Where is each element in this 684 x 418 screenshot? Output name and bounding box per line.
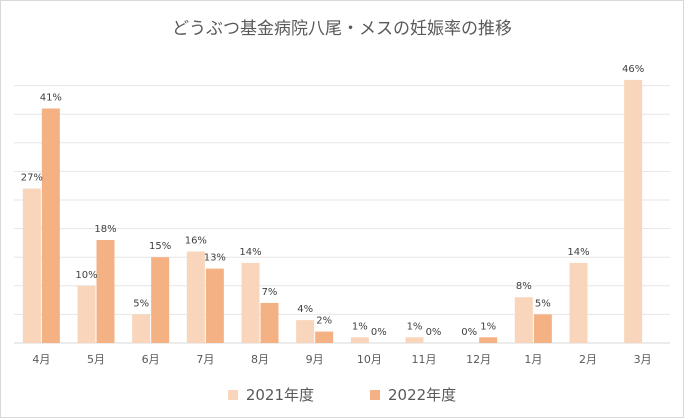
chart-title: どうぶつ基金病院八尾・メスの妊娠率の推移 — [172, 19, 512, 39]
data-label-2021年度-6月: 5% — [133, 298, 149, 309]
data-label-2021年度-11月: 1% — [407, 321, 423, 332]
bar-2021年度-4月 — [22, 188, 41, 343]
bar-2021年度-7月 — [186, 251, 205, 343]
data-label-2022年度-7月: 13% — [204, 253, 226, 264]
x-tick-label: 1月 — [524, 353, 542, 366]
bar-2022年度-6月 — [151, 257, 170, 343]
x-tick-label: 9月 — [306, 353, 324, 366]
x-tick-label: 5月 — [87, 353, 105, 366]
bar-2021年度-8月 — [241, 262, 260, 343]
bar-2022年度-5月 — [96, 240, 115, 343]
data-label-2022年度-11月: 0% — [426, 327, 442, 338]
bar-2022年度-7月 — [205, 268, 224, 343]
bar-2021年度-11月 — [405, 337, 424, 343]
x-tick-label: 10月 — [357, 353, 382, 366]
bar-2021年度-1月 — [514, 297, 533, 343]
legend-label-2021: 2021年度 — [245, 386, 314, 404]
data-label-2021年度-9月: 4% — [297, 304, 313, 315]
x-tick-label: 2月 — [579, 353, 597, 366]
data-labels: 27%41%10%18%5%15%16%13%14%7%4%2%1%0%1%0%… — [21, 64, 645, 338]
gridlines — [14, 85, 670, 344]
data-label-2021年度-1月: 8% — [516, 281, 532, 292]
bar-2021年度-10月 — [350, 337, 369, 343]
data-label-2021年度-7月: 16% — [185, 235, 207, 246]
data-label-2022年度-8月: 7% — [262, 287, 278, 298]
bar-2021年度-3月 — [624, 79, 643, 343]
data-label-2021年度-10月: 1% — [352, 321, 368, 332]
bars — [22, 79, 643, 343]
bar-2021年度-9月 — [296, 320, 315, 343]
legend-item-2022: 2022年度 — [370, 384, 456, 405]
data-label-2021年度-2月: 14% — [567, 247, 589, 258]
bar-2021年度-2月 — [569, 262, 588, 343]
data-label-2022年度-1月: 5% — [535, 298, 551, 309]
data-label-2022年度-12月: 1% — [480, 321, 496, 332]
data-label-2021年度-12月: 0% — [461, 327, 477, 338]
data-label-2022年度-4月: 41% — [40, 92, 62, 103]
x-tick-label: 11月 — [412, 353, 437, 366]
bar-2022年度-12月 — [479, 337, 498, 343]
data-label-2022年度-6月: 15% — [149, 241, 171, 252]
x-tick-label: 7月 — [196, 353, 214, 366]
data-label-2022年度-5月: 18% — [94, 224, 116, 235]
legend-label-2022: 2022年度 — [388, 386, 457, 404]
x-tick-label: 12月 — [466, 353, 491, 366]
data-label-2022年度-10月: 0% — [371, 327, 387, 338]
data-label-2022年度-9月: 2% — [316, 316, 332, 327]
bar-2021年度-5月 — [77, 285, 96, 343]
data-label-2021年度-5月: 10% — [75, 270, 97, 281]
legend-item-2021: 2021年度 — [227, 384, 314, 405]
bar-2021年度-6月 — [132, 314, 151, 343]
legend-swatch-2022 — [370, 389, 380, 400]
data-label-2021年度-8月: 14% — [239, 247, 261, 258]
x-tick-label: 4月 — [32, 353, 50, 366]
x-tick-label: 3月 — [634, 353, 652, 366]
bar-2022年度-8月 — [260, 302, 279, 343]
legend-swatch-2021 — [227, 389, 238, 400]
bar-2022年度-1月 — [533, 314, 552, 343]
x-axis-labels: 4月 5月 6月 7月 8月 9月 10月 11月 12月 1月 2月 3月 — [32, 353, 651, 366]
x-tick-label: 8月 — [251, 353, 269, 366]
x-tick-label: 6月 — [142, 353, 160, 366]
bar-2022年度-4月 — [41, 108, 60, 343]
data-label-2021年度-4月: 27% — [21, 173, 43, 184]
legend: 2021年度 2022年度 — [0, 384, 684, 405]
bar-2022年度-9月 — [315, 331, 334, 343]
data-label-2021年度-3月: 46% — [622, 64, 644, 75]
